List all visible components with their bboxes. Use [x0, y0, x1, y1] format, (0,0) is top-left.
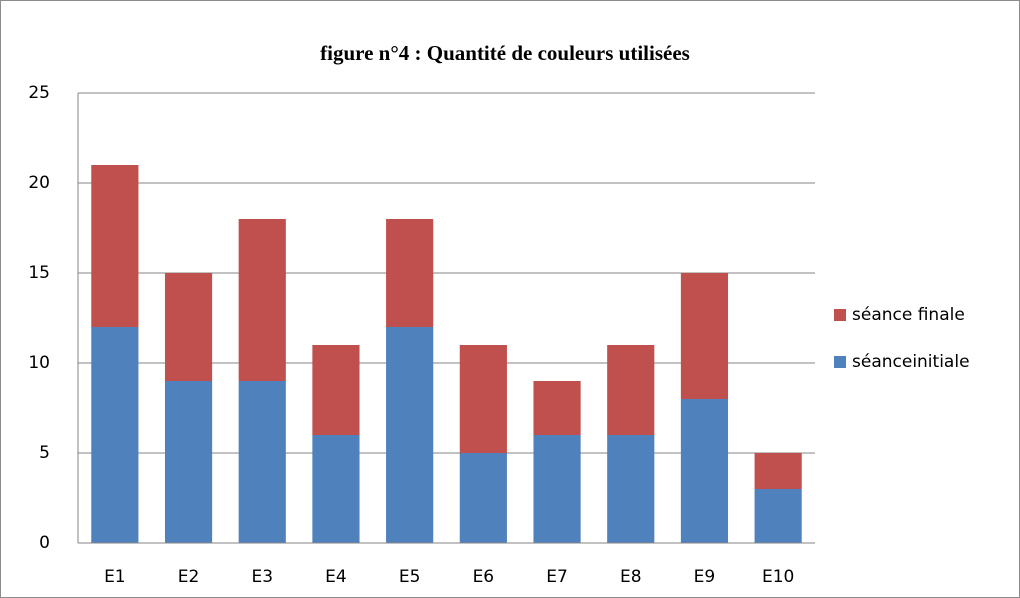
bar-segment: [459, 453, 507, 543]
bar-segment: [459, 345, 507, 453]
x-tick-label: E1: [104, 567, 126, 587]
bar-segment: [754, 489, 802, 543]
legend-label: séance finale: [852, 305, 965, 325]
bar-segment: [91, 327, 139, 543]
legend-label: séanceinitiale: [852, 352, 970, 372]
x-tick-label: E10: [762, 567, 794, 587]
x-tick-label: E8: [620, 567, 642, 587]
bar-segment: [238, 219, 286, 381]
bar-segment: [607, 435, 655, 543]
bar-segment: [312, 435, 360, 543]
y-tick-label: 5: [39, 443, 50, 463]
bar-segment: [386, 327, 434, 543]
legend-swatch: [834, 356, 846, 368]
bar-segment: [312, 345, 360, 435]
bar-segment: [164, 273, 213, 381]
bar-segment: [386, 219, 434, 327]
x-tick-label: E9: [694, 567, 716, 587]
chart-title: figure n°4 : Quantité de couleurs utilis…: [320, 41, 690, 65]
bar-segment: [238, 381, 286, 543]
x-tick-label: E3: [251, 567, 273, 587]
x-tick-label: E4: [325, 567, 347, 587]
y-tick-label: 20: [28, 173, 50, 193]
bar-segment: [164, 381, 213, 543]
y-tick-label: 25: [28, 83, 50, 103]
x-tick-label: E7: [546, 567, 568, 587]
x-tick-label: E2: [178, 567, 200, 587]
bar-segment: [754, 453, 802, 489]
y-tick-label: 15: [28, 263, 50, 283]
bar-segment: [533, 435, 581, 543]
x-tick-label: E6: [473, 567, 495, 587]
bar-segment: [533, 381, 581, 435]
y-tick-label: 10: [28, 353, 50, 373]
bar-segment: [91, 165, 139, 327]
legend-swatch: [834, 309, 846, 321]
bar-segment: [680, 399, 729, 543]
y-tick-label: 0: [39, 533, 50, 553]
bar-segment: [680, 273, 729, 399]
x-tick-label: E5: [399, 567, 421, 587]
bar-segment: [607, 345, 655, 435]
